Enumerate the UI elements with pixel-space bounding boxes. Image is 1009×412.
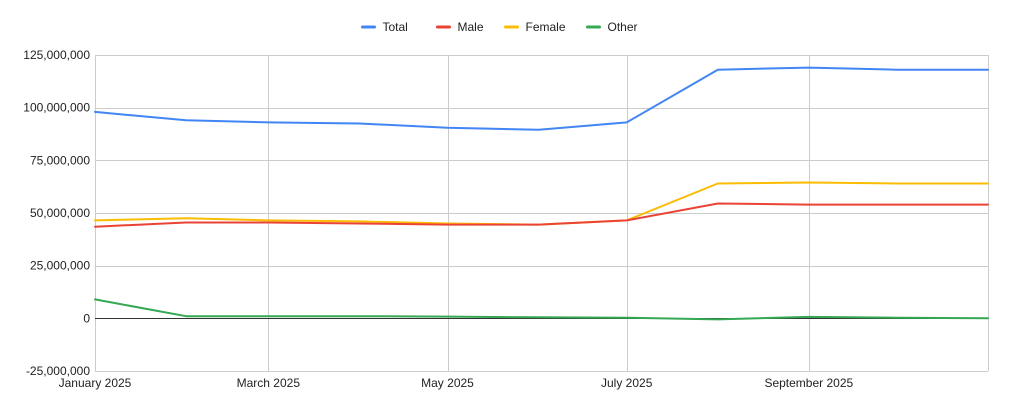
x-axis-ticks: January 2025 March 2025 May 2025 July 2025 S… <box>59 376 854 390</box>
y-tick-label: 0 <box>83 311 90 325</box>
y-tick-label: -25,000,000 <box>26 364 90 378</box>
y-axis-ticks: -25,000,000 0 25,000,000 50,000,000 75,000,0… <box>23 48 90 378</box>
legend-label: Other <box>608 20 638 34</box>
y-tick-label: 50,000,000 <box>30 206 90 220</box>
legend-item-female: Female <box>504 20 566 34</box>
legend-item-total: Total <box>361 20 408 34</box>
x-tick-label: September 2025 <box>764 376 853 390</box>
legend-label: Total <box>383 20 408 34</box>
y-tick-label: 100,000,000 <box>23 101 90 115</box>
gridlines <box>95 55 989 372</box>
legend-item-other: Other <box>586 20 638 34</box>
y-tick-label: 25,000,000 <box>30 259 90 273</box>
x-tick-label: May 2025 <box>421 376 474 390</box>
legend-label: Female <box>526 20 566 34</box>
legend-item-male: Male <box>436 20 484 34</box>
legend-label: Male <box>458 20 484 34</box>
x-tick-label: March 2025 <box>237 376 301 390</box>
series-lines <box>94 66 989 321</box>
series-line-total <box>94 66 989 131</box>
series-line-other <box>94 298 989 321</box>
legend: Total Male Female Other <box>361 20 638 34</box>
series-line-female <box>94 181 989 226</box>
x-tick-label: January 2025 <box>59 376 132 390</box>
y-tick-label: 75,000,000 <box>30 153 90 167</box>
series-line-male <box>94 202 989 228</box>
x-tick-label: July 2025 <box>601 376 653 390</box>
y-tick-label: 125,000,000 <box>23 48 90 62</box>
